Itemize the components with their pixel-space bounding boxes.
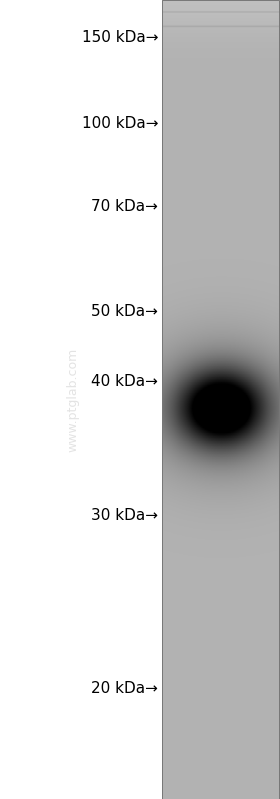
Text: 50 kDa→: 50 kDa→ <box>91 304 158 319</box>
Text: 150 kDa→: 150 kDa→ <box>82 30 158 45</box>
Text: 40 kDa→: 40 kDa→ <box>91 375 158 389</box>
Text: www.ptglab.com: www.ptglab.com <box>66 348 79 451</box>
Text: 70 kDa→: 70 kDa→ <box>91 199 158 213</box>
Text: 20 kDa→: 20 kDa→ <box>91 682 158 696</box>
Text: 30 kDa→: 30 kDa→ <box>91 508 158 523</box>
Text: 100 kDa→: 100 kDa→ <box>82 117 158 131</box>
